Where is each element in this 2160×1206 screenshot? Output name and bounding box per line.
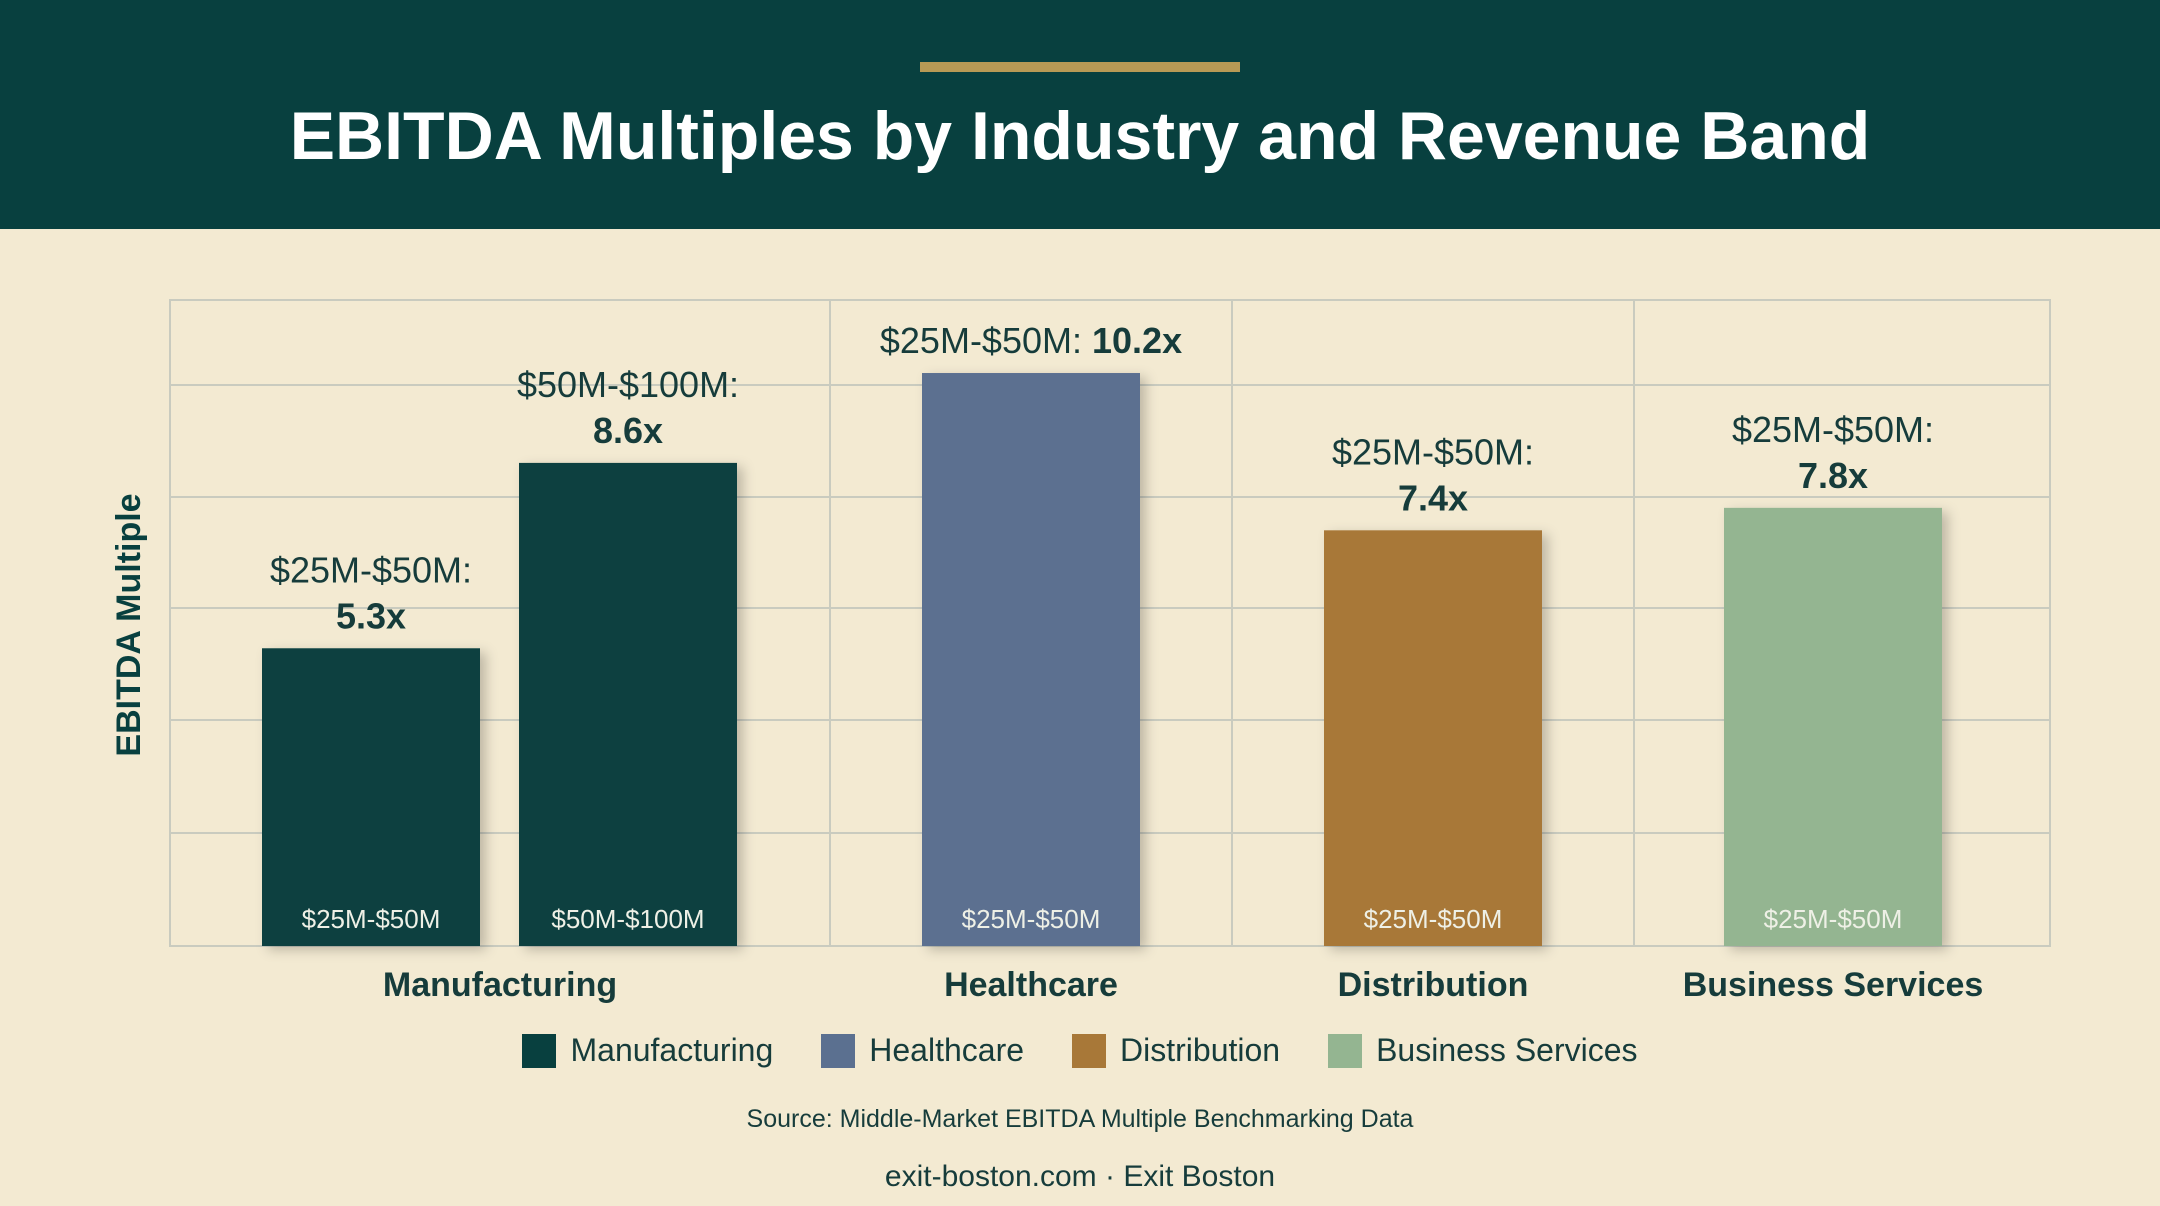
- category-label: Manufacturing: [383, 966, 617, 1004]
- chart-title: EBITDA Multiples by Industry and Revenue…: [289, 98, 1871, 174]
- data-label-value: 7.8x: [1798, 455, 1868, 496]
- bar-business-services-4: [1724, 507, 1942, 946]
- data-label-value: 7.4x: [1398, 477, 1468, 518]
- category-labels-group: Manufacturing Healthcare Distribution Busin…: [383, 966, 1983, 1004]
- legend-swatch: [1328, 1033, 1363, 1068]
- legend-swatch: [1072, 1033, 1107, 1068]
- legend-item: Business Services: [1328, 1032, 1638, 1069]
- source-note: Source: Middle-Market EBITDA Multiple Be…: [746, 1105, 1414, 1133]
- bar-band-label: $25M-$50M: [962, 904, 1101, 934]
- bar-band-label: $25M-$50M: [1764, 904, 1903, 934]
- bars-group: [262, 373, 1942, 946]
- legend-label: Healthcare: [869, 1032, 1025, 1068]
- category-label: Distribution: [1338, 966, 1529, 1004]
- bar-manufacturing-0: [262, 648, 480, 946]
- legend-item: Manufacturing: [522, 1032, 773, 1069]
- legend: Manufacturing Healthcare Distribution Busin…: [0, 1032, 2160, 1069]
- header-banner: EBITDA Multiples by Industry and Revenue…: [0, 0, 2160, 229]
- legend-item: Healthcare: [821, 1032, 1024, 1069]
- data-label: $25M-$50M: 10.2x: [880, 320, 1182, 361]
- legend-swatch: [522, 1033, 557, 1068]
- bar-band-label: $25M-$50M: [1364, 904, 1503, 934]
- legend-swatch: [821, 1033, 856, 1068]
- data-label-band: $25M-$50M:: [1332, 431, 1534, 472]
- data-labels-group: $25M-$50M $25M-$50M: 5.3x $50M-$100M $50M-$1…: [270, 320, 1934, 934]
- legend-label: Manufacturing: [570, 1032, 774, 1068]
- bar-manufacturing-1: [519, 462, 737, 946]
- legend-label: Distribution: [1120, 1032, 1281, 1068]
- bar-band-label: $50M-$100M: [551, 904, 704, 934]
- category-label: Healthcare: [944, 966, 1118, 1004]
- data-label-band: $50M-$100M:: [517, 364, 739, 405]
- y-axis-label: EBITDA Multiple: [110, 493, 148, 756]
- data-label-value: 8.6x: [593, 410, 663, 451]
- bar-chart: $25M-$50M $25M-$50M: 5.3x $50M-$100M $50M-$1…: [110, 299, 2051, 1004]
- category-label: Business Services: [1683, 966, 1984, 1004]
- data-label-value: 5.3x: [336, 595, 406, 636]
- bar-distribution-3: [1324, 530, 1542, 946]
- data-label-band: $25M-$50M:: [1732, 409, 1934, 450]
- bar-band-label: $25M-$50M: [302, 904, 441, 934]
- bar-healthcare-2: [922, 373, 1140, 946]
- legend-item: Distribution: [1072, 1032, 1280, 1069]
- legend-label: Business Services: [1376, 1032, 1638, 1068]
- header-accent-rule: [920, 62, 1240, 72]
- data-label-band: $25M-$50M:: [270, 549, 472, 590]
- site-credit: exit-boston.com · Exit Boston: [884, 1160, 1276, 1193]
